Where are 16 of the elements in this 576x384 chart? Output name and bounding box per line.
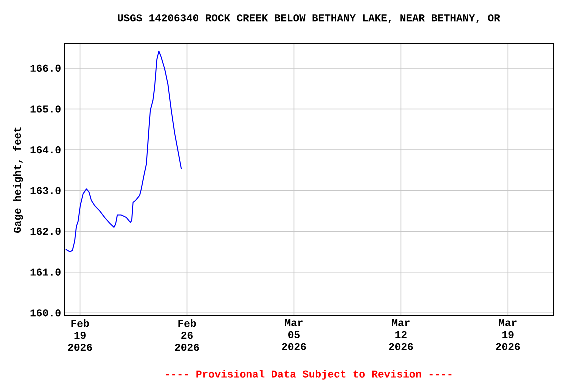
y-tick-label: 161.0	[30, 268, 61, 276]
x-tick-label: Mar 05 2026	[282, 320, 306, 350]
y-tick-label: 163.0	[30, 187, 61, 194]
x-tick-label: Mar 12 2026	[389, 320, 414, 350]
x-tick-label: Feb 26 2026	[175, 320, 200, 352]
chart-title: USGS 14206340 ROCK CREEK BELOW BETHANY LAKE, NEAR BETHANY, OR	[118, 14, 500, 24]
y-tick-label: 162.0	[30, 228, 61, 236]
y-tick-label: 165.0	[30, 106, 61, 113]
line-series	[65, 50, 182, 252]
x-tick-label: Feb 19 2026	[68, 320, 92, 352]
y-tick-label: 166.0	[30, 64, 61, 72]
x-tick-label: Mar 19 2026	[496, 320, 520, 350]
y-tick-label: 160.0	[30, 310, 61, 317]
text: ---- Provisional Data Subject to Revision ----	[166, 370, 452, 380]
y-axis-title: Gage height, feet	[13, 128, 24, 233]
y-tick-label: 164.0	[30, 146, 61, 154]
